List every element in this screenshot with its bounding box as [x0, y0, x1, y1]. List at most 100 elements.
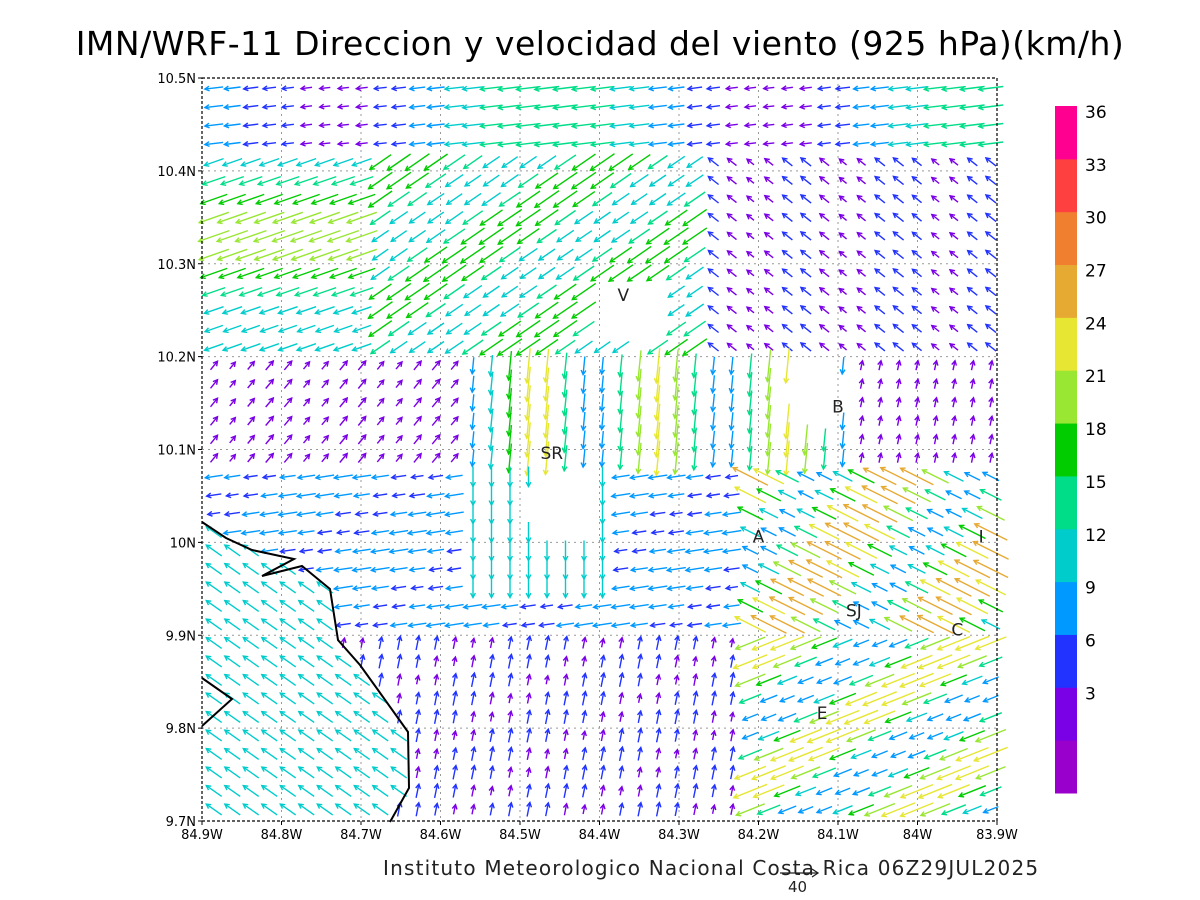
- wind-vector: [507, 727, 514, 743]
- colorbar-label: 6: [1085, 632, 1096, 652]
- wind-vector: [469, 431, 476, 450]
- wind-vector: [599, 357, 606, 376]
- wind-vector: [901, 598, 932, 614]
- wind-vector: [974, 579, 1007, 596]
- wind-vector: [332, 474, 353, 481]
- wind-vector: [351, 157, 372, 167]
- wind-vector: [618, 653, 625, 669]
- wind-vector: [407, 511, 427, 518]
- wind-vector: [444, 211, 464, 225]
- wind-vector: [667, 304, 685, 317]
- wind-vector: [469, 540, 477, 562]
- wind-vector: [780, 85, 793, 92]
- wind-vector: [856, 268, 867, 277]
- wind-vector: [238, 175, 263, 186]
- wind-vector: [818, 175, 830, 185]
- wind-vector: [209, 415, 219, 426]
- wind-vector: [710, 636, 717, 649]
- wind-vector: [277, 157, 298, 167]
- wind-vector: [948, 305, 959, 314]
- wind-vector: [733, 616, 767, 633]
- wind-vector: [242, 655, 260, 668]
- wind-vector: [470, 784, 477, 797]
- wind-vector: [507, 653, 514, 669]
- wind-vector: [781, 212, 793, 222]
- wind-vector: [415, 708, 422, 725]
- wind-vector: [297, 599, 315, 612]
- wind-vector: [515, 319, 541, 338]
- y-tick-label: 9.9N: [166, 629, 196, 644]
- wind-vector: [413, 359, 423, 371]
- wind-vector: [926, 713, 944, 722]
- wind-vector: [316, 729, 334, 742]
- wind-vector: [843, 709, 879, 725]
- colorbar-label: 24: [1085, 314, 1107, 334]
- wind-vector: [599, 803, 606, 815]
- wind-vector: [726, 194, 737, 204]
- wind-vector: [839, 449, 846, 468]
- wind-vector: [469, 394, 476, 413]
- wind-vector: [443, 492, 464, 499]
- wind-vector: [741, 713, 759, 722]
- wind-vector: [422, 264, 449, 283]
- wind-vector: [242, 140, 259, 147]
- wind-vector: [290, 248, 322, 262]
- wind-vector: [469, 559, 477, 581]
- wind-vector: [655, 747, 662, 760]
- wind-vector: [247, 360, 256, 370]
- wind-vector: [743, 85, 757, 92]
- wind-vector: [357, 396, 367, 408]
- wind-vector: [818, 268, 830, 278]
- wind-vector: [858, 377, 865, 389]
- wind-vector: [408, 85, 426, 92]
- wind-vector: [581, 709, 588, 724]
- wind-vector: [223, 729, 241, 742]
- wind-vector: [526, 653, 532, 669]
- wind-vector: [930, 343, 940, 351]
- wind-vector: [395, 416, 403, 426]
- wind-vector: [515, 122, 541, 129]
- wind-vector: [979, 786, 1002, 797]
- wind-vector: [209, 452, 219, 463]
- wind-vector: [979, 488, 1002, 501]
- x-tick-label: 84.4W: [579, 828, 621, 843]
- wind-vector: [308, 229, 341, 243]
- wind-vector: [599, 466, 606, 488]
- wind-vector: [886, 599, 910, 612]
- wind-vector: [898, 672, 934, 688]
- wind-vector: [966, 175, 978, 185]
- wind-vector: [745, 250, 755, 258]
- wind-vector: [816, 85, 831, 92]
- wind-vector: [966, 157, 978, 167]
- wind-vector: [873, 286, 886, 296]
- y-tick-label: 10N: [170, 536, 196, 551]
- wind-vector: [470, 710, 477, 723]
- wind-vector: [887, 104, 909, 111]
- wind-vector: [799, 193, 812, 204]
- wind-vector: [852, 657, 870, 666]
- wind-vector: [729, 784, 736, 797]
- wind-vector: [260, 655, 278, 668]
- wind-vector: [450, 415, 459, 426]
- wind-vector: [911, 194, 923, 204]
- wind-vector: [945, 490, 962, 500]
- wind-vector: [892, 323, 905, 334]
- wind-vector: [724, 103, 738, 110]
- x-tick-label: 84.5W: [499, 828, 541, 843]
- wind-vector: [637, 727, 644, 743]
- wind-vector: [482, 285, 500, 298]
- wind-vector: [984, 304, 997, 315]
- wind-vector: [351, 548, 371, 555]
- wind-vector: [536, 155, 557, 170]
- wind-vector: [236, 267, 265, 280]
- wind-vector: [704, 511, 722, 518]
- wind-vector: [425, 104, 445, 111]
- wind-vector: [873, 175, 886, 185]
- wind-vector: [408, 566, 426, 573]
- wind-vector: [236, 193, 265, 206]
- wind-vector: [407, 321, 427, 336]
- wind-vector: [297, 803, 315, 816]
- wind-vector: [916, 614, 954, 634]
- wind-vector: [277, 306, 298, 315]
- wind-vector: [856, 250, 867, 259]
